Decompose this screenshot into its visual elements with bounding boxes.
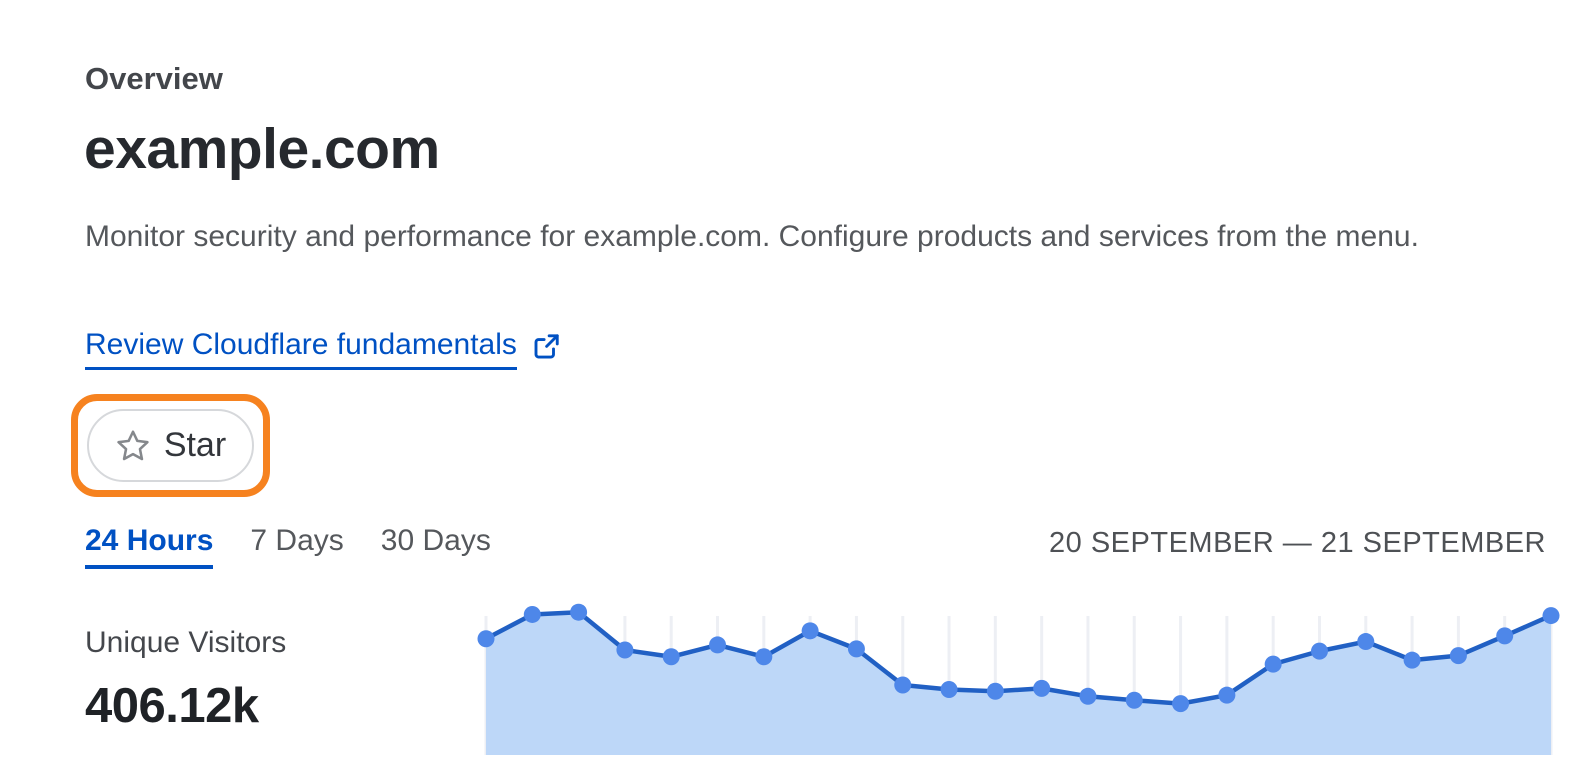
chart-data-point[interactable] — [709, 636, 727, 654]
page-title: example.com — [84, 117, 440, 181]
unique-visitors-label: Unique Visitors — [85, 626, 287, 659]
chart-area-fill — [486, 612, 1551, 755]
chart-data-point[interactable] — [1496, 627, 1514, 645]
chart-data-point[interactable] — [1125, 691, 1143, 709]
chart-data-point[interactable] — [1079, 687, 1097, 705]
chart-data-point[interactable] — [986, 682, 1004, 700]
fundamentals-link-row: Review Cloudflare fundamentals — [85, 328, 561, 370]
chart-data-point[interactable] — [801, 622, 819, 640]
chart-data-point[interactable] — [616, 641, 634, 659]
tab-7-days[interactable]: 7 Days — [250, 524, 344, 557]
date-range-label: 20 SEPTEMBER — 21 SEPTEMBER — [1049, 527, 1546, 559]
unique-visitors-chart[interactable] — [477, 590, 1560, 755]
review-fundamentals-link-label: Review Cloudflare fundamentals — [85, 328, 517, 370]
chart-data-point[interactable] — [1264, 655, 1282, 673]
star-icon — [117, 429, 149, 460]
time-range-tabs: 24 Hours 7 Days 30 Days — [85, 524, 491, 569]
star-button-label: Star — [163, 426, 227, 464]
chart-data-point[interactable] — [523, 605, 541, 623]
chart-data-point[interactable] — [1172, 695, 1190, 713]
chart-data-point[interactable] — [1033, 679, 1051, 697]
chart-data-point[interactable] — [1542, 607, 1560, 625]
chart-data-point[interactable] — [1310, 642, 1328, 660]
chart-data-point[interactable] — [477, 630, 495, 648]
chart-data-point[interactable] — [1403, 651, 1421, 669]
unique-visitors-value: 406.12k — [85, 679, 259, 733]
chart-data-point[interactable] — [1218, 686, 1236, 704]
page-eyebrow: Overview — [85, 61, 223, 96]
chart-data-point[interactable] — [755, 648, 773, 666]
chart-data-point[interactable] — [940, 681, 958, 699]
tab-30-days[interactable]: 30 Days — [380, 524, 491, 557]
star-highlight-ring: Star — [71, 394, 270, 497]
chart-data-point[interactable] — [894, 676, 912, 694]
review-fundamentals-link[interactable]: Review Cloudflare fundamentals — [85, 328, 561, 370]
chart-data-point[interactable] — [662, 648, 680, 666]
chart-data-point[interactable] — [1357, 633, 1375, 651]
star-button[interactable]: Star — [87, 409, 254, 482]
tab-24-hours[interactable]: 24 Hours — [85, 524, 214, 569]
page-description: Monitor security and performance for exa… — [85, 220, 1419, 253]
external-link-icon — [534, 334, 559, 359]
chart-data-point[interactable] — [847, 640, 865, 658]
chart-data-point[interactable] — [1449, 647, 1467, 665]
chart-data-point[interactable] — [570, 603, 588, 621]
